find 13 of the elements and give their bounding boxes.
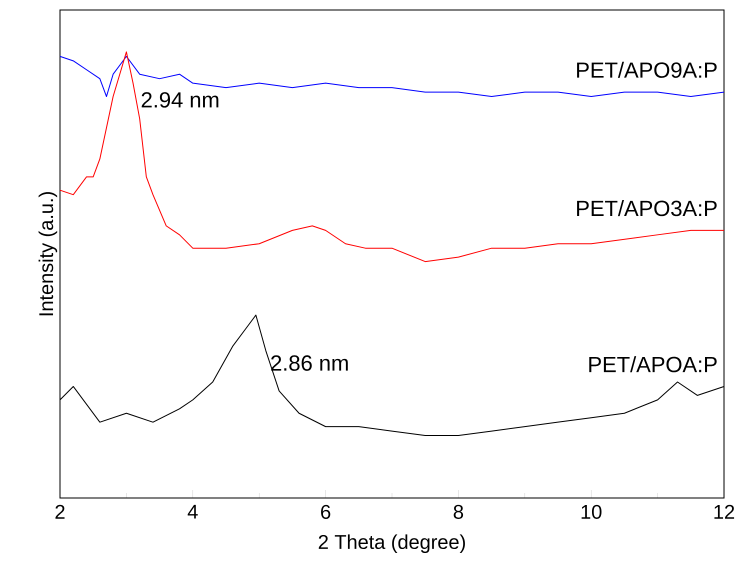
x-tick-label: 12 [714,504,734,519]
annotation: 2.86 nm [271,355,348,371]
y-axis-title: Intensity (a.u.) [38,192,58,316]
x-tick-label: 6 [321,504,330,519]
series-label: PET/APO9A:P [577,62,717,78]
x-tick-label: 4 [188,504,198,519]
x-axis-title: 2 Theta (degree) [318,534,465,554]
x-tick-label: 2 [55,504,65,519]
x-tick-label: 8 [454,504,464,519]
series-label: PET/APO3A:P [577,200,717,216]
series-label: PET/APOA:P [589,356,717,372]
annotation: 2.94 nm [142,92,218,108]
x-tick-label: 10 [582,504,602,519]
